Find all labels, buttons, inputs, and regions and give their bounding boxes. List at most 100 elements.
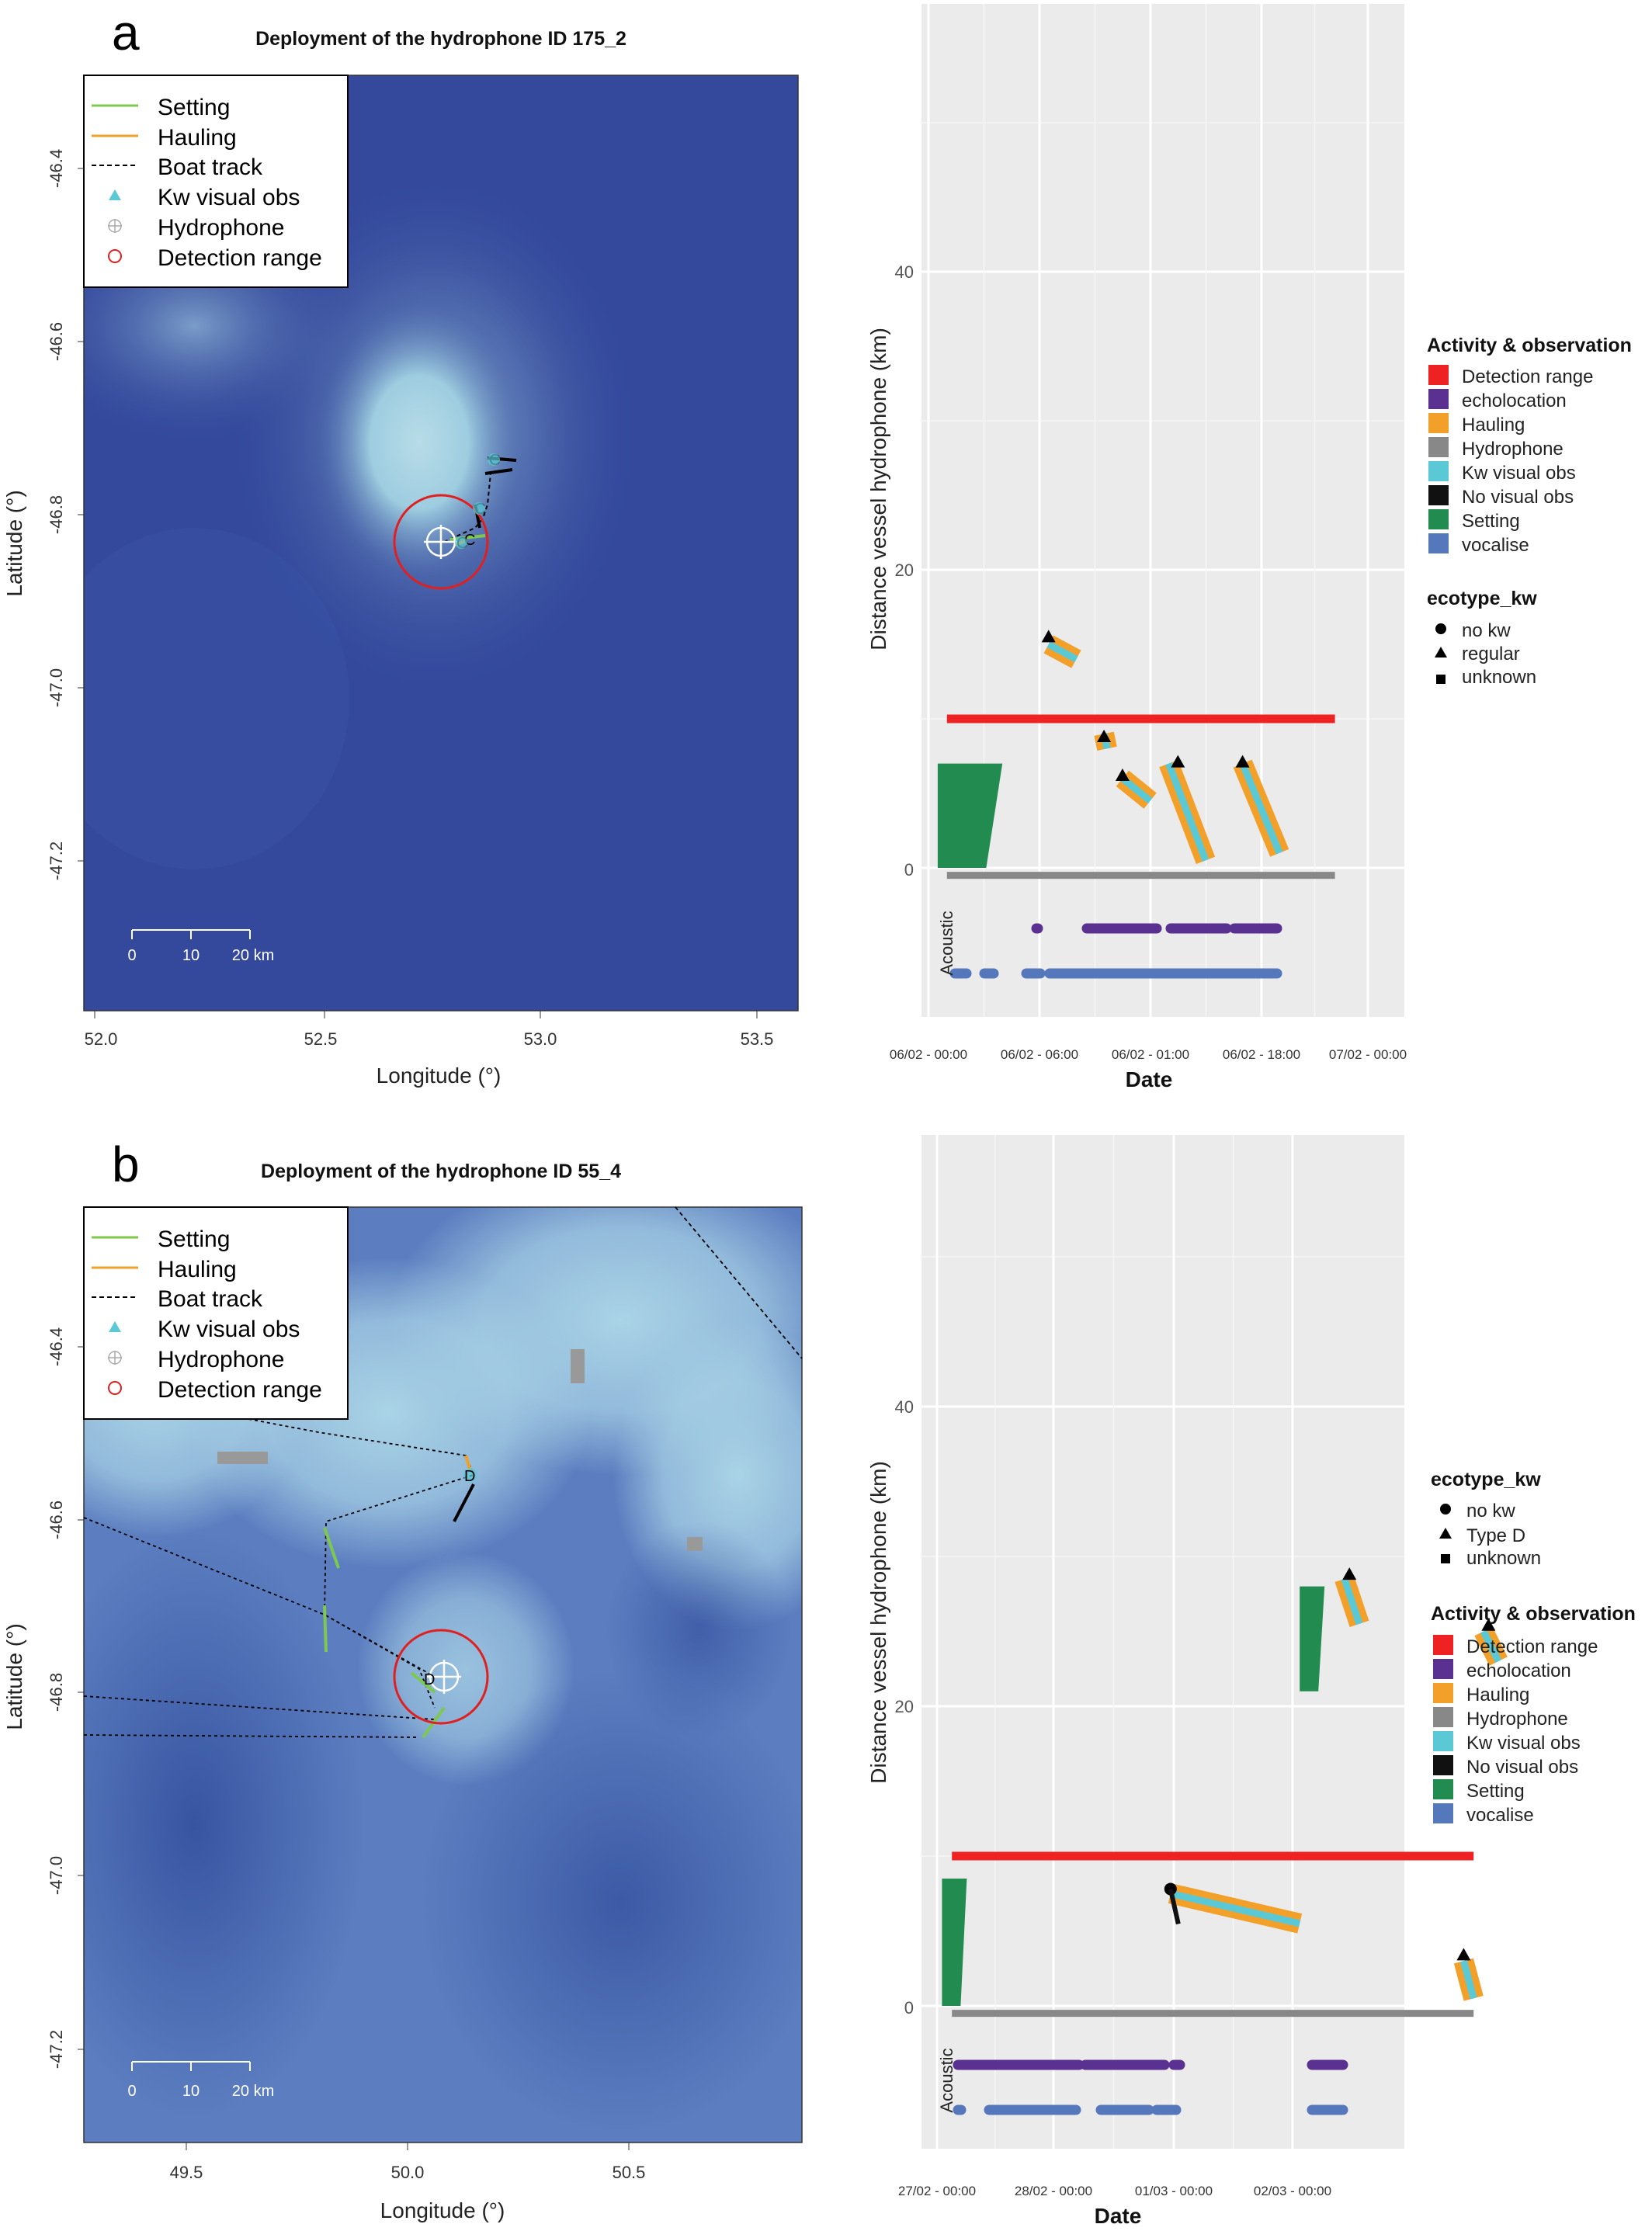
legend-label: Detection range <box>158 1377 322 1403</box>
map-b-obs-letter: D <box>464 1468 475 1485</box>
kw-visual-obs-segment <box>1480 1629 1502 1664</box>
legend-swatch <box>1433 1707 1453 1727</box>
kw-visual-obs-segment <box>1169 1889 1301 1927</box>
scale-label: 0 <box>127 947 136 964</box>
y-tick-label: -47.2 <box>47 841 66 880</box>
legend-label: Hauling <box>1466 1685 1529 1705</box>
legend-label: unknown <box>1466 1548 1541 1569</box>
map-b-obs-letter: D <box>424 1671 435 1688</box>
x-axis-title: Date <box>1095 2204 1142 2228</box>
map-b-detection-range <box>393 1629 489 1725</box>
legend-swatch <box>1428 437 1449 457</box>
legend-label: vocalise <box>1462 535 1529 556</box>
legend-label: no kw <box>1462 620 1511 641</box>
legend-label: Hauling <box>158 125 237 151</box>
x-tick-label: 49.5 <box>170 2163 203 2182</box>
ecotype-marker-triangle <box>1041 630 1056 643</box>
scale-label: 20 km <box>232 947 274 964</box>
panel-letter-a: a <box>112 5 140 61</box>
y-tick-label: -46.8 <box>47 495 66 534</box>
map-a-obs-letter: C <box>464 532 475 549</box>
setting-segment <box>942 1878 967 2006</box>
legend-label: echolocation <box>1466 1660 1571 1681</box>
setting-segment <box>937 763 1003 868</box>
y-tick-label: 20 <box>895 1697 914 1716</box>
y-tick-label: -46.6 <box>47 322 66 361</box>
legend-swatch <box>1428 413 1449 433</box>
x-tick-label: 53.0 <box>524 1029 557 1049</box>
x-tick-label: 52.5 <box>304 1029 338 1049</box>
map-a-x-axis: 52.0 52.5 53.0 53.5 Longitude (°) <box>85 1011 774 1088</box>
y-tick-label: 40 <box>895 262 914 282</box>
y-tick-label: -47.0 <box>47 668 66 707</box>
date-tick-label: 28/02 - 00:00 <box>1015 2184 1092 2198</box>
x-tick-label: 52.0 <box>85 1029 118 1049</box>
legend-label: No visual obs <box>1466 1757 1578 1778</box>
map-a-y-axis: -46.4 -46.6 -46.8 -47.0 -47.2 Latitude (… <box>2 149 84 880</box>
legend-label: Detection range <box>1466 1636 1598 1657</box>
legend-swatch <box>1433 1731 1453 1751</box>
map-a-legend: Setting Hauling Boat track Kw visual obs… <box>83 75 349 288</box>
legend-label: Hydrophone <box>1462 439 1564 460</box>
legend-label: Hauling <box>1462 415 1525 435</box>
no-visual-obs-segment <box>1168 1888 1181 1925</box>
legend-label: No visual obs <box>1462 487 1574 508</box>
legend-title: Activity & observation <box>1427 335 1632 356</box>
legend-swatch <box>1433 1635 1453 1655</box>
y-tick-label: -46.6 <box>47 1501 66 1539</box>
x-tick-label: 50.0 <box>391 2163 425 2182</box>
legend-label: Setting <box>1462 511 1520 532</box>
timeline-b-marks <box>942 1567 1508 2115</box>
kw-visual-obs-segment <box>1341 1577 1363 1626</box>
map-title-a: Deployment of the hydrophone ID 175_2 <box>255 28 626 50</box>
timeline-a-marks <box>937 630 1335 979</box>
legend-square-icon <box>1436 675 1446 684</box>
map-b-obs-markers: D D <box>424 1468 477 1688</box>
legend-title: Activity & observation <box>1431 1603 1636 1625</box>
x-axis-title: Longitude (°) <box>380 2198 505 2222</box>
legend-label: Kw visual obs <box>1462 463 1576 484</box>
legend-label: Type D <box>1466 1525 1525 1546</box>
kw-visual-obs-segment <box>1120 775 1153 804</box>
legend-label: Kw visual obs <box>1466 1733 1581 1754</box>
date-tick-label: 06/02 - 06:00 <box>1001 1047 1078 1062</box>
y-tick-label: -47.2 <box>47 2030 66 2069</box>
map-a-hydrophone-icon <box>424 525 458 559</box>
scale-label: 20 km <box>232 2083 274 2100</box>
map-b-frame <box>83 1206 803 2143</box>
y-axis-title: Distance vessel hydrophone (km) <box>866 1461 890 1784</box>
ecotype-marker-triangle <box>1115 768 1130 781</box>
date-tick-label: 06/02 - 18:00 <box>1223 1047 1300 1062</box>
timeline-a: Acoustic 40 20 0 Distance vessel hydroph… <box>866 4 1407 1091</box>
legend-detection-circle-icon <box>108 1381 122 1395</box>
y-axis-title: Latitude (°) <box>2 1623 26 1730</box>
legend-label: unknown <box>1462 667 1536 688</box>
legend-swatch <box>1428 461 1449 481</box>
legend-kw-triangle-icon <box>109 1321 121 1332</box>
legend-label: Kw visual obs <box>158 1317 300 1342</box>
date-tick-label: 07/02 - 00:00 <box>1329 1047 1407 1062</box>
ecotype-marker-triangle <box>1171 755 1185 768</box>
legend-label: Setting <box>1466 1781 1525 1802</box>
map-b-scale-bar: 0 10 20 km <box>127 2061 274 2100</box>
timeline-b-plot-area <box>921 1135 1404 2149</box>
y-tick-label: 20 <box>895 560 914 580</box>
y-tick-label: 0 <box>904 860 914 880</box>
ecotype-marker-triangle <box>1481 1618 1496 1631</box>
x-tick-label: 53.5 <box>741 1029 774 1049</box>
legend-detection-circle-icon <box>108 249 122 263</box>
date-tick-label: 06/02 - 00:00 <box>890 1047 967 1062</box>
legend-swatch <box>1433 1803 1453 1823</box>
legend-label: Hydrophone <box>158 215 284 241</box>
map-a-frame <box>83 75 799 1011</box>
legend-kw-triangle-icon <box>109 189 121 200</box>
legend-title: ecotype_kw <box>1427 588 1537 609</box>
y-tick-label: -47.0 <box>47 1856 66 1895</box>
map-a-obs-markers: C C C C <box>455 452 500 552</box>
legend-circle-icon <box>1440 1504 1451 1515</box>
legend-label: Boat track <box>158 1286 263 1312</box>
legend-swatch <box>1433 1683 1453 1703</box>
legend-label: Hydrophone <box>1466 1709 1568 1730</box>
y-tick-label: -46.8 <box>47 1673 66 1712</box>
panel-letter-b: b <box>112 1136 140 1192</box>
